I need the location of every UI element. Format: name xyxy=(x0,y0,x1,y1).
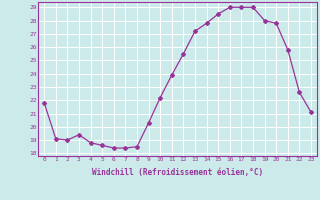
X-axis label: Windchill (Refroidissement éolien,°C): Windchill (Refroidissement éolien,°C) xyxy=(92,168,263,177)
